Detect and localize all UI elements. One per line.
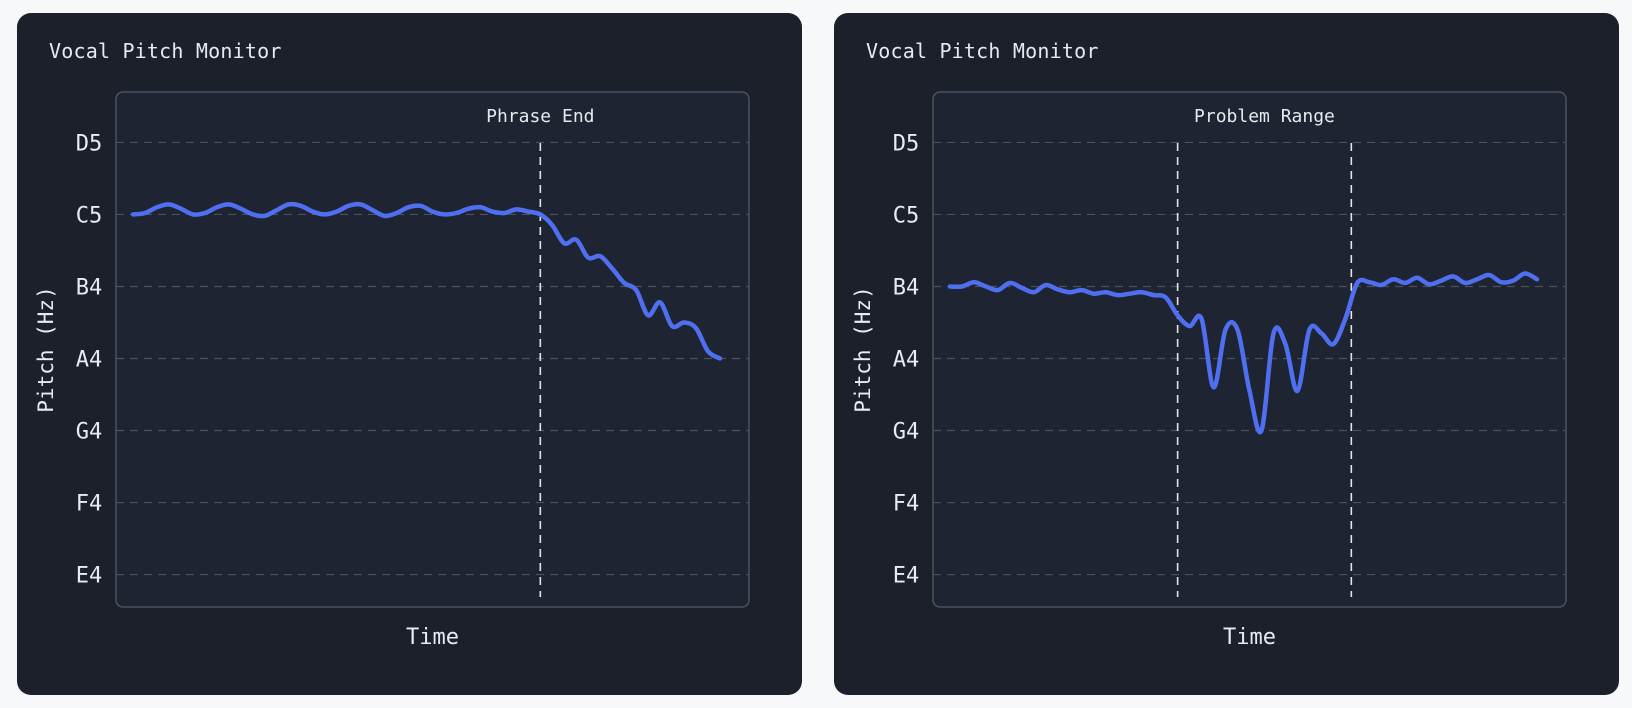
y-tick-label: E4	[893, 564, 920, 589]
pitch-monitor-panel-right: Vocal Pitch Monitor E4 F4 G4 A4 B4 C5 D5 Proble…	[834, 13, 1619, 695]
panel-title: Vocal Pitch Monitor	[866, 39, 1099, 63]
y-tick-label: D5	[76, 131, 103, 156]
y-tick-label: D5	[893, 131, 920, 156]
y-tick-label: E4	[76, 564, 103, 589]
pitch-series-line	[130, 201, 723, 361]
pitch-chart-left: E4 F4 G4 A4 B4 C5 D5 Phrase End Time Pitch (Hz)	[34, 91, 750, 650]
marker-label: Phrase End	[486, 106, 594, 127]
y-tick-label: A4	[76, 348, 103, 373]
y-tick-label: B4	[893, 275, 920, 300]
y-tick-label: G4	[76, 420, 103, 445]
pitch-series-line	[947, 271, 1540, 435]
y-tick-label: F4	[76, 492, 103, 517]
pitch-monitor-panel-left: Vocal Pitch Monitor E4 F4 G4 A4 B4 C5 D5 Phrase…	[17, 13, 802, 695]
plot-area	[932, 91, 1567, 608]
y-tick-label: F4	[893, 492, 920, 517]
x-axis-label: Time	[1223, 625, 1276, 650]
y-axis-label: Pitch (Hz)	[851, 286, 875, 412]
pitch-chart-right: E4 F4 G4 A4 B4 C5 D5 Problem Range Time Pitch (Hz…	[851, 91, 1567, 650]
panel-title: Vocal Pitch Monitor	[49, 39, 282, 63]
band-label: Problem Range	[1194, 106, 1335, 127]
y-axis-label: Pitch (Hz)	[34, 286, 58, 412]
y-tick-label: G4	[893, 420, 920, 445]
y-tick-label: C5	[76, 203, 103, 228]
plot-area	[115, 91, 750, 608]
y-tick-label: A4	[893, 348, 920, 373]
x-axis-label: Time	[406, 625, 459, 650]
y-tick-label: B4	[76, 275, 103, 300]
y-tick-label: C5	[893, 203, 920, 228]
